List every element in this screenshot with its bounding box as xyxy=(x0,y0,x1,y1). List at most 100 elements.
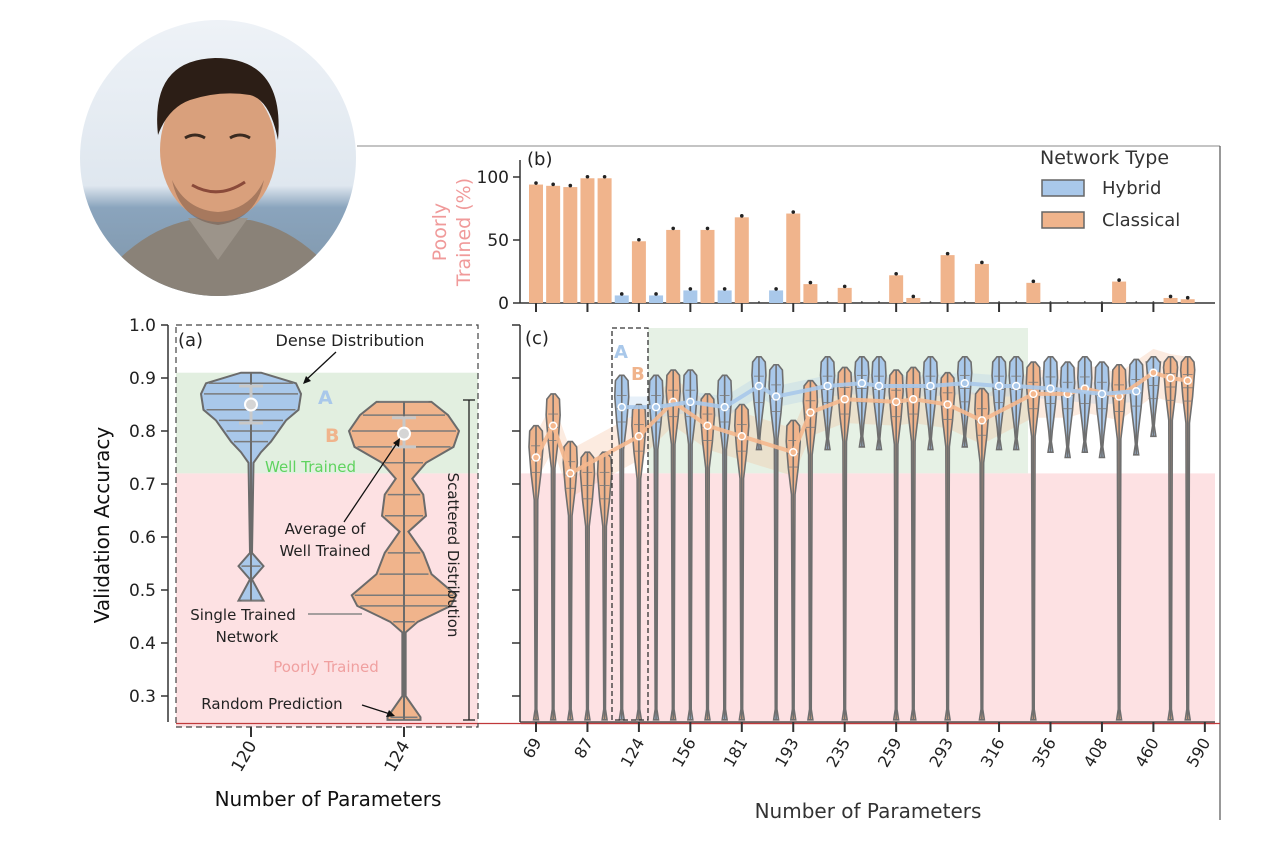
bar-zero-dot xyxy=(998,301,1000,303)
panel-a-label: (a) xyxy=(178,330,203,351)
bar-zero-dot xyxy=(963,301,966,303)
bar-classical xyxy=(940,255,955,303)
bar-zero-dot xyxy=(1015,301,1018,303)
panel-a: 0.3 0.4 0.5 0.6 0.7 0.8 0.9 1.0 120 124 (a) Vali… xyxy=(90,316,1220,811)
bar-classical xyxy=(803,284,818,303)
panel-c-mean-point xyxy=(754,381,764,391)
bar-classical xyxy=(734,217,749,303)
bar-hybrid xyxy=(683,290,698,303)
violin-mean-marker xyxy=(397,426,411,441)
bar-hybrid xyxy=(769,290,784,303)
annotation-single-trained-line1: Single Trained xyxy=(190,606,296,624)
annotation-single-trained-line2: Network xyxy=(216,628,279,646)
bar-hybrid xyxy=(717,290,732,303)
panel-c-mean-point xyxy=(1132,387,1141,396)
panel-c-xtick-label: 69 xyxy=(519,735,546,762)
bar-error-dot xyxy=(619,292,624,296)
panel-c-label: (c) xyxy=(525,328,549,349)
annotation-scattered-distribution: Scattered Distribution xyxy=(444,473,462,638)
panel-c-mean-point xyxy=(720,402,729,412)
bar-error-dot xyxy=(568,183,573,188)
legend-label-classical: Classical xyxy=(1102,210,1180,231)
panel-a-ytick-label: 0.4 xyxy=(129,634,156,654)
bar-classical xyxy=(580,178,595,303)
panel-c-xtick-label: 124 xyxy=(617,735,649,771)
panel-c-highlight-box xyxy=(611,327,649,721)
bar-error-dot xyxy=(534,181,538,185)
panel-c-mean-point xyxy=(1046,384,1055,393)
panel-c-xtick-label: 235 xyxy=(822,735,854,771)
panel-a-xlabel: Number of Parameters xyxy=(215,787,442,811)
panel-c-mean-point xyxy=(634,432,644,441)
legend-swatch-hybrid xyxy=(1041,179,1085,197)
annotation-random-prediction: Random Prediction xyxy=(201,695,342,713)
panel-c-mean-point xyxy=(548,421,558,430)
bar-error-dot xyxy=(740,214,744,218)
bar-classical xyxy=(1163,297,1178,303)
panel-b-ytick-label: 50 xyxy=(487,231,509,251)
panel-c-mean-point xyxy=(926,381,935,391)
panel-c-mean-point xyxy=(960,379,969,388)
bar-error-dot xyxy=(1117,278,1121,282)
panel-c-mean-point xyxy=(1166,373,1175,383)
panel-b-ylabel-line2: Trained (%) xyxy=(453,178,475,287)
bar-classical xyxy=(837,287,852,303)
bar-error-dot xyxy=(945,251,950,256)
panel-b-ylabel-line1: Poorly xyxy=(429,203,451,261)
panel-c-mean-point xyxy=(771,392,781,401)
legend-swatch-classical xyxy=(1041,211,1085,229)
bar-classical xyxy=(1026,282,1041,303)
bar-zero-dot xyxy=(1135,301,1138,303)
bar-error-dot xyxy=(551,182,555,187)
bar-error-dot xyxy=(1185,295,1190,300)
bar-zero-dot xyxy=(1101,301,1103,303)
panel-c-annotation-a: A xyxy=(614,342,628,363)
bar-error-dot xyxy=(774,287,778,291)
bar-classical xyxy=(889,275,904,303)
panel-c-mean-point xyxy=(943,400,952,409)
bar-classical xyxy=(529,184,543,303)
average-arrow xyxy=(343,442,398,523)
bar-error-dot xyxy=(791,210,796,214)
panel-c-xtick-label: 590 xyxy=(1183,735,1215,771)
label-well-trained: Well Trained xyxy=(265,458,356,476)
bar-hybrid xyxy=(614,295,629,303)
bar-zero-dot xyxy=(1049,301,1052,303)
bar-error-dot xyxy=(585,174,590,179)
panel-c-xlabel: Number of Parameters xyxy=(755,799,982,823)
bar-zero-dot xyxy=(826,301,829,303)
random-prediction-arrow xyxy=(361,704,391,715)
bar-hybrid xyxy=(649,295,664,303)
bar-classical xyxy=(700,229,715,303)
panel-c-xtick-label: 193 xyxy=(771,735,803,771)
panel-c-mean-point xyxy=(703,421,712,430)
legend-title: Network Type xyxy=(1040,147,1169,169)
panel-c-mean-point xyxy=(823,381,832,391)
annotation-b: B xyxy=(325,425,339,447)
panel-c-mean-point xyxy=(891,397,901,407)
bar-classical xyxy=(563,187,578,303)
panel-c-mean-point xyxy=(531,453,541,462)
bar-zero-dot xyxy=(1083,301,1086,303)
random-prediction-arrowhead xyxy=(386,710,395,717)
panel-c-mean-point xyxy=(1029,389,1038,399)
bar-classical xyxy=(597,178,612,303)
bar-classical xyxy=(1112,281,1127,303)
panel-b-ytick-label: 0 xyxy=(498,294,509,314)
panel-c-mean-point xyxy=(994,381,1004,391)
panel-c-mean-point xyxy=(737,432,747,441)
panel-c-mean-point xyxy=(806,408,815,417)
bar-classical xyxy=(666,229,681,303)
dense-distribution-arrow xyxy=(305,351,337,381)
panel-a-xtick-label: 120 xyxy=(228,738,262,776)
panel-a-ytick-label: 0.9 xyxy=(129,369,156,389)
panel-c-mean-point xyxy=(1149,368,1158,377)
annotation-dense-distribution: Dense Distribution xyxy=(276,331,425,350)
panel-b-ylabel: Poorly Trained (%) xyxy=(429,178,475,287)
bar-zero-dot xyxy=(1152,301,1155,303)
panel-c-annotation-b: B xyxy=(631,364,645,385)
bar-error-dot xyxy=(980,260,984,265)
panel-c-mean-line-hybrid xyxy=(621,381,1137,410)
bar-error-dot xyxy=(808,280,813,285)
